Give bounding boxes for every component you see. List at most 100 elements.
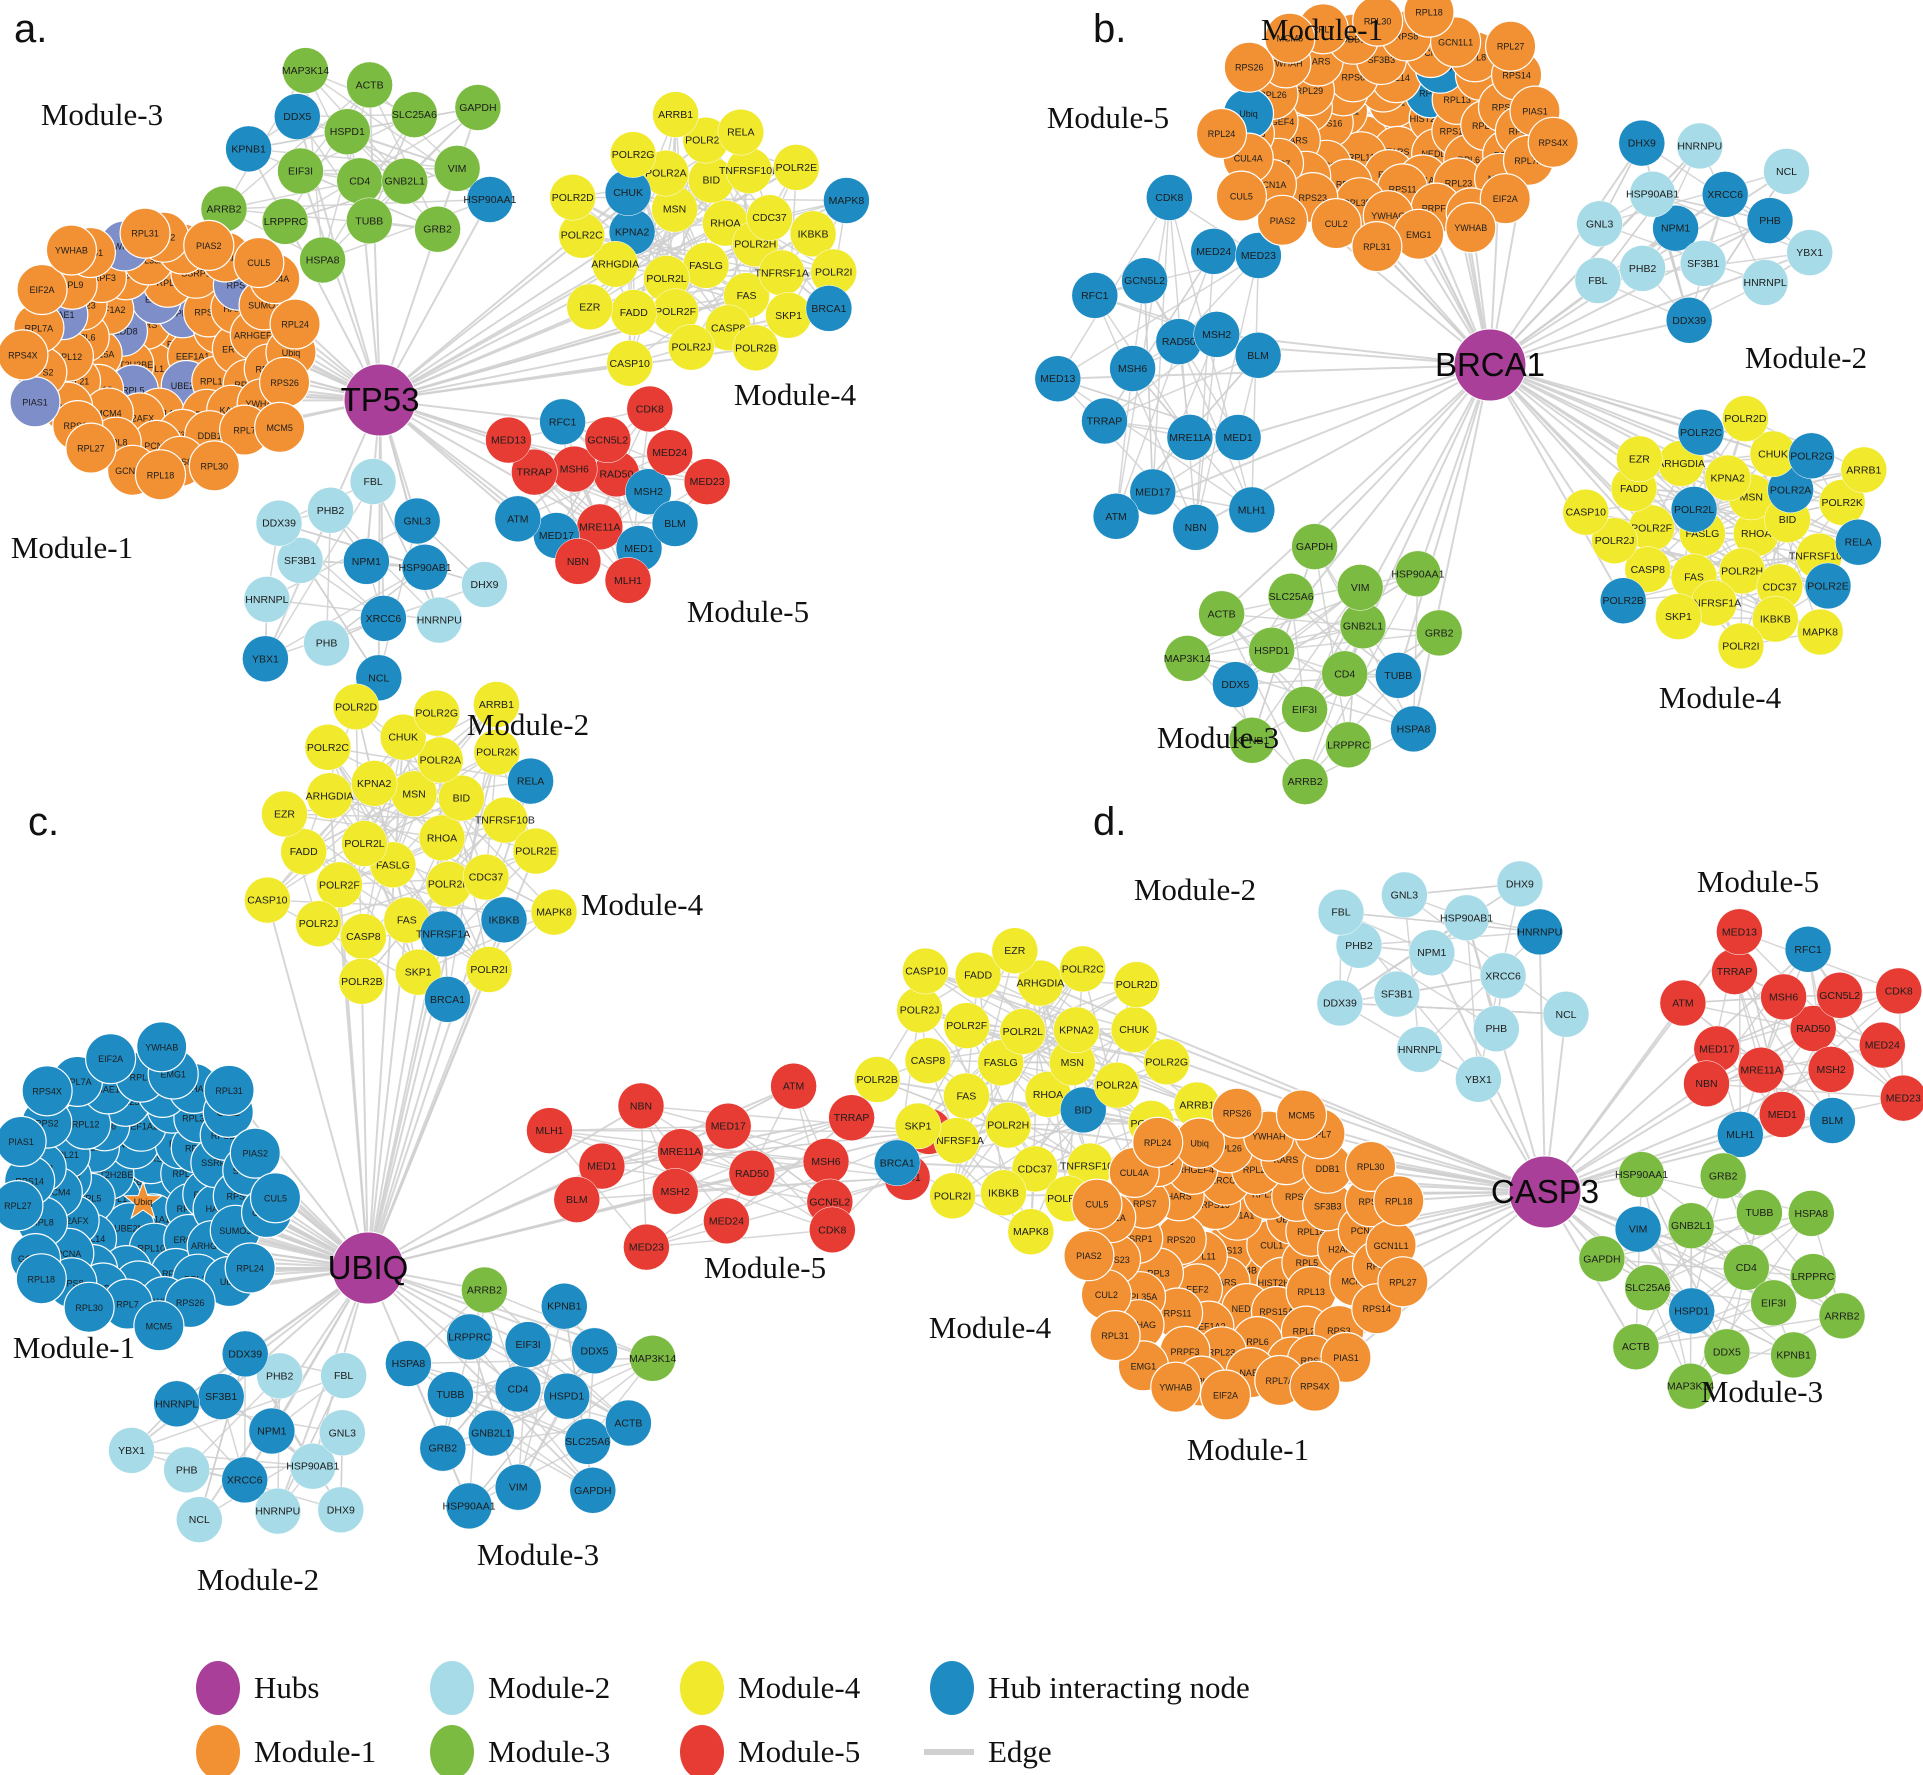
node-POLR2K[interactable]: POLR2K (473, 728, 521, 776)
node-CUL5[interactable]: CUL5 (233, 236, 285, 289)
node-GNL3[interactable]: GNL3 (1576, 200, 1623, 248)
node-POLR2I[interactable]: POLR2I (810, 248, 857, 296)
node-MSH6[interactable]: MSH6 (802, 1138, 850, 1185)
node-SLC25A6[interactable]: SLC25A6 (391, 91, 438, 138)
node-MSN[interactable]: MSN (651, 185, 698, 233)
node-POLR2F[interactable]: POLR2F (1628, 504, 1675, 552)
node-POLR2G[interactable]: POLR2G (1788, 432, 1835, 480)
node-SF3B1[interactable]: SF3B1 (276, 537, 324, 584)
node-RPS26[interactable]: RPS26 (1223, 41, 1275, 93)
node-TUBB[interactable]: TUBB (1736, 1189, 1783, 1236)
node-MED1[interactable]: MED1 (1214, 414, 1262, 461)
node-ATM[interactable]: ATM (494, 495, 542, 543)
node-DDX39[interactable]: DDX39 (1665, 297, 1713, 344)
node-GAPDH[interactable]: GAPDH (569, 1467, 617, 1514)
node-POLR2I[interactable]: POLR2I (929, 1172, 976, 1220)
node-PHB2[interactable]: PHB2 (307, 487, 354, 534)
node-NBN[interactable]: NBN (1172, 504, 1219, 551)
node-KPNA2[interactable]: KPNA2 (1704, 454, 1751, 502)
node-XRCC6[interactable]: XRCC6 (1701, 171, 1749, 218)
node-EIF3I[interactable]: EIF3I (1750, 1279, 1797, 1327)
node-RPL18[interactable]: RPL18 (1373, 1175, 1425, 1227)
node-POLR2K[interactable]: POLR2K (1818, 479, 1866, 526)
node-CDK8[interactable]: CDK8 (1146, 174, 1193, 221)
node-VIM[interactable]: VIM (1336, 564, 1384, 611)
node-RPL24[interactable]: RPL24 (224, 1242, 276, 1294)
node-RAD50[interactable]: RAD50 (1155, 318, 1203, 365)
node-MSH2[interactable]: MSH2 (1193, 311, 1240, 358)
node-CUL5[interactable]: CUL5 (1215, 170, 1268, 222)
node-YBX1[interactable]: YBX1 (1786, 229, 1833, 276)
node-RPS4X[interactable]: RPS4X (1527, 116, 1579, 168)
node-DDX39[interactable]: DDX39 (1316, 979, 1364, 1027)
node-RPS4X[interactable]: RPS4X (0, 329, 49, 381)
node-MED24[interactable]: MED24 (1859, 1021, 1906, 1069)
node-MCM5[interactable]: MCM5 (1275, 1089, 1328, 1141)
node-RPL24[interactable]: RPL24 (269, 298, 321, 350)
node-RPS4X[interactable]: RPS4X (21, 1065, 73, 1117)
node-PIAS1[interactable]: PIAS1 (0, 1115, 47, 1167)
node-NCL[interactable]: NCL (176, 1496, 223, 1543)
node-FASLG[interactable]: FASLG (682, 242, 730, 289)
node-POLR2H[interactable]: POLR2H (425, 860, 473, 908)
node-SF3B1[interactable]: SF3B1 (1679, 240, 1727, 287)
node-PHB[interactable]: PHB (1746, 197, 1794, 244)
node-HSPA8[interactable]: HSPA8 (299, 236, 346, 284)
node-GNL3[interactable]: GNL3 (1381, 871, 1428, 919)
node-HNRNPU[interactable]: HNRNPU (1676, 122, 1724, 170)
node-DDX5[interactable]: DDX5 (274, 93, 321, 140)
node-PIAS2[interactable]: PIAS2 (183, 219, 235, 271)
node-RPL18[interactable]: RPL18 (1403, 0, 1455, 38)
node-GCN5L2[interactable]: GCN5L2 (584, 416, 632, 464)
node-YWHAB[interactable]: YWHAB (1150, 1361, 1202, 1413)
node-RFC1[interactable]: RFC1 (1071, 272, 1119, 319)
node-FBL[interactable]: FBL (349, 458, 397, 505)
node-POLR2G[interactable]: POLR2G (413, 689, 460, 737)
node-MCM5[interactable]: MCM5 (1264, 12, 1316, 64)
node-EIF2A[interactable]: EIF2A (84, 1032, 137, 1085)
node-POLR2J[interactable]: POLR2J (1591, 517, 1638, 564)
node-TRRAP[interactable]: TRRAP (1711, 948, 1758, 995)
node-NPM1[interactable]: NPM1 (1408, 929, 1456, 976)
node-CUL2[interactable]: CUL2 (1310, 198, 1362, 250)
node-NCL[interactable]: NCL (1542, 991, 1590, 1038)
node-VIM[interactable]: VIM (1614, 1205, 1662, 1253)
node-HSP90AA1[interactable]: HSP90AA1 (1391, 550, 1445, 598)
node-CDK8[interactable]: CDK8 (626, 385, 674, 433)
node-NPM1[interactable]: NPM1 (248, 1407, 296, 1455)
node-EIF2A[interactable]: EIF2A (16, 263, 68, 316)
node-MED23[interactable]: MED23 (623, 1223, 670, 1271)
node-GAPDH[interactable]: GAPDH (1291, 523, 1338, 570)
node-MED13[interactable]: MED13 (1716, 908, 1763, 956)
node-HSP90AB1[interactable]: HSP90AB1 (1440, 894, 1493, 942)
node-SLC25A6[interactable]: SLC25A6 (1624, 1264, 1671, 1311)
node-RELA[interactable]: RELA (1835, 518, 1882, 566)
node-TNFRSF1A[interactable]: TNFRSF1A (1687, 579, 1741, 627)
node-EZR[interactable]: EZR (261, 790, 308, 838)
node-NCL[interactable]: NCL (1763, 148, 1810, 195)
node-POLR2I[interactable]: POLR2I (1717, 622, 1765, 670)
node-DDX39[interactable]: DDX39 (221, 1330, 269, 1378)
node-GCN5L2[interactable]: GCN5L2 (1121, 257, 1168, 304)
node-HNRNPL[interactable]: HNRNPL (1741, 259, 1789, 306)
node-CDC37[interactable]: CDC37 (746, 194, 793, 241)
node-GNL3[interactable]: GNL3 (319, 1409, 366, 1457)
node-RPS26[interactable]: RPS26 (1211, 1087, 1263, 1139)
node-TNFRSF1A[interactable]: TNFRSF1A (755, 249, 809, 297)
node-KPNA2[interactable]: KPNA2 (350, 760, 398, 807)
node-BRCA1[interactable]: BRCA1 (424, 976, 471, 1023)
node-SKP1[interactable]: SKP1 (1655, 593, 1702, 640)
node-SF3B1[interactable]: SF3B1 (1373, 970, 1421, 1018)
node-NPM1[interactable]: NPM1 (1652, 204, 1699, 252)
node-RPL30[interactable]: RPL30 (188, 440, 240, 492)
node-KPNB1[interactable]: KPNB1 (1228, 717, 1276, 764)
node-EIF2A[interactable]: EIF2A (1199, 1369, 1252, 1421)
node-HSP90AA1[interactable]: HSP90AA1 (463, 176, 517, 223)
node-HSPD1[interactable]: HSPD1 (1248, 627, 1295, 674)
node-CDK8[interactable]: CDK8 (1875, 967, 1922, 1015)
node-MED13[interactable]: MED13 (485, 416, 532, 464)
node-HSP90AB1[interactable]: HSP90AB1 (398, 544, 452, 591)
node-GNB2L1[interactable]: GNB2L1 (1667, 1202, 1715, 1249)
node-HNRNPU[interactable]: HNRNPU (415, 596, 463, 644)
node-ARRB2[interactable]: ARRB2 (461, 1266, 508, 1314)
